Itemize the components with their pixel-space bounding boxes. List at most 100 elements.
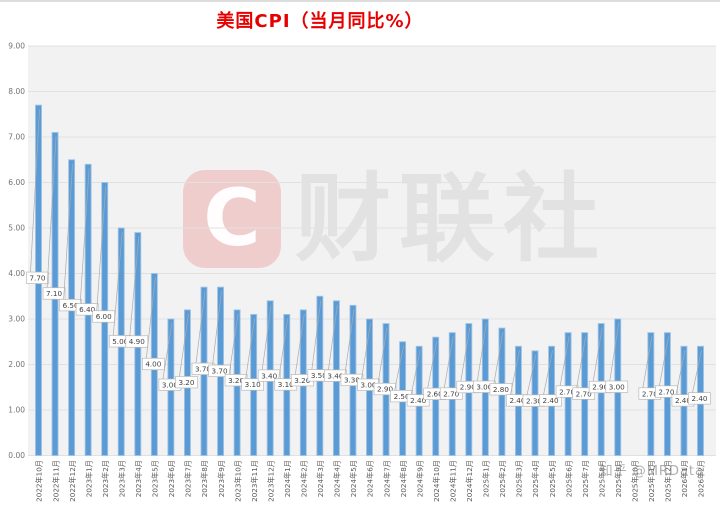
- x-axis-label: 2025年4月: [531, 460, 540, 497]
- bar-value-label: 2.70: [658, 387, 674, 396]
- label-leader-line: [328, 304, 338, 370]
- bar-value-label: 2.40: [410, 396, 426, 405]
- label-leader-line: [212, 291, 222, 366]
- bar-value-label: 3.10: [278, 380, 294, 389]
- bar-value-label: 5.00: [112, 337, 128, 346]
- bar-value-label: 2.40: [691, 394, 707, 403]
- label-leader-line: [344, 309, 355, 375]
- x-axis-label: 2025年5月: [548, 460, 557, 497]
- label-leader-line: [46, 136, 57, 288]
- label-leader-line: [278, 318, 289, 379]
- bar-value-label: 3.70: [195, 365, 211, 374]
- y-axis-label: 1.00: [8, 406, 25, 415]
- x-axis-label: 2023年1月: [84, 460, 93, 497]
- bar-value-label-box: [125, 335, 149, 348]
- bar-value-label: 2.60: [427, 390, 443, 399]
- cls-watermark-text: 财联社: [295, 163, 607, 275]
- bar-value-label-box: [539, 394, 562, 407]
- bar-value-label: 2.70: [559, 387, 575, 396]
- bar-value-label: 3.10: [245, 380, 261, 389]
- bar-value-label-box: [241, 378, 264, 391]
- label-leader-line: [592, 327, 603, 382]
- y-axis-label: 7.00: [8, 133, 25, 142]
- x-axis-label: 2025年1月: [482, 460, 491, 497]
- y-axis-label: 8.00: [8, 87, 25, 96]
- x-axis-label: 2022年10月: [35, 460, 44, 502]
- bar-value-label: 6.00: [96, 312, 112, 321]
- x-axis-label: 2024年7月: [382, 460, 391, 497]
- y-axis-label: 5.00: [8, 224, 25, 233]
- label-leader-line: [112, 231, 123, 336]
- y-axis-label: 6.00: [8, 178, 25, 187]
- label-leader-line: [79, 168, 90, 304]
- x-axis-label: 2024年5月: [349, 460, 358, 497]
- x-axis-label: 2023年5月: [151, 460, 160, 497]
- bar-value-label: 2.80: [493, 385, 509, 394]
- bar-value-label: 2.90: [592, 383, 608, 392]
- y-axis-label: 2.00: [8, 360, 25, 369]
- bar-value-label: 6.40: [79, 305, 95, 314]
- bar-value-label: 2.40: [675, 396, 691, 405]
- bar-value-label: 6.50: [63, 301, 79, 310]
- x-axis-label: 2025年6月: [564, 460, 573, 497]
- label-leader-line: [228, 313, 239, 375]
- bar-value-label: 3.00: [609, 382, 625, 391]
- bar-value-label: 4.90: [129, 337, 145, 346]
- bar-value-label-box: [26, 271, 49, 284]
- x-axis-label: 2024年9月: [415, 460, 424, 497]
- bar-value-label-box: [42, 287, 66, 300]
- x-axis-label: 2024年12月: [465, 460, 474, 502]
- bar-value-label: 2.70: [642, 389, 658, 398]
- bar-value-label-box: [175, 376, 198, 389]
- label-leader-line: [609, 322, 620, 382]
- x-axis-label: 2025年7月: [581, 460, 590, 497]
- x-axis-label: 2026年1月: [680, 460, 689, 497]
- x-axis-label: 2025年8月: [597, 460, 606, 497]
- x-axis-label: 2024年3月: [316, 460, 325, 497]
- bar-value-label-box: [208, 364, 231, 377]
- bar-value-label-box: [257, 369, 281, 382]
- label-leader-line: [129, 236, 140, 336]
- x-axis-label: 2022年11月: [51, 460, 60, 502]
- x-axis-label: 2023年3月: [117, 460, 126, 497]
- bar-value-label: 7.70: [29, 274, 45, 283]
- label-leader-line: [443, 336, 454, 388]
- y-axis-label: 3.00: [8, 315, 25, 324]
- bar-value-label-box: [75, 303, 99, 316]
- label-leader-line: [659, 336, 669, 386]
- bar-value-label-box: [373, 382, 397, 396]
- bar-value-label: 3.20: [228, 376, 244, 385]
- bar-value-label: 2.40: [509, 396, 525, 405]
- bar-value-label-box: [142, 357, 165, 371]
- chart-title: 美国CPI（当月同比%）: [216, 11, 424, 32]
- label-leader-line: [477, 322, 487, 382]
- bar-value-label: 2.70: [443, 389, 459, 398]
- x-axis-label: 2025年2月: [498, 460, 507, 497]
- x-axis-label: 2025年12月: [664, 460, 673, 502]
- label-leader-line: [179, 313, 189, 377]
- x-axis-label: 2023年10月: [233, 460, 242, 502]
- label-leader-line: [410, 350, 421, 395]
- label-leader-line: [63, 163, 73, 300]
- x-axis-label: 2023年4月: [134, 460, 143, 497]
- label-leader-line: [526, 354, 537, 396]
- label-leader-line: [30, 109, 40, 273]
- y-axis-label: 9.00: [8, 42, 25, 51]
- label-leader-line: [245, 318, 255, 379]
- y-axis-label: 0.00: [8, 451, 25, 460]
- bar-value-label: 3.00: [162, 380, 178, 389]
- bar-value-label-box: [572, 387, 596, 400]
- bar-value-label: 2.30: [526, 396, 542, 405]
- bar-value-label: 7.10: [46, 289, 62, 298]
- label-leader-line: [642, 336, 653, 388]
- label-leader-line: [294, 313, 305, 375]
- x-axis-label: 2023年11月: [250, 460, 259, 502]
- x-axis-label: 2024年6月: [366, 460, 375, 497]
- x-axis-label: 2023年8月: [200, 460, 209, 497]
- label-leader-line: [377, 327, 388, 384]
- x-axis-label: 2024年10月: [432, 460, 441, 502]
- cls-watermark: C 财联社: [183, 170, 607, 268]
- bar-value-label: 2.90: [460, 383, 476, 392]
